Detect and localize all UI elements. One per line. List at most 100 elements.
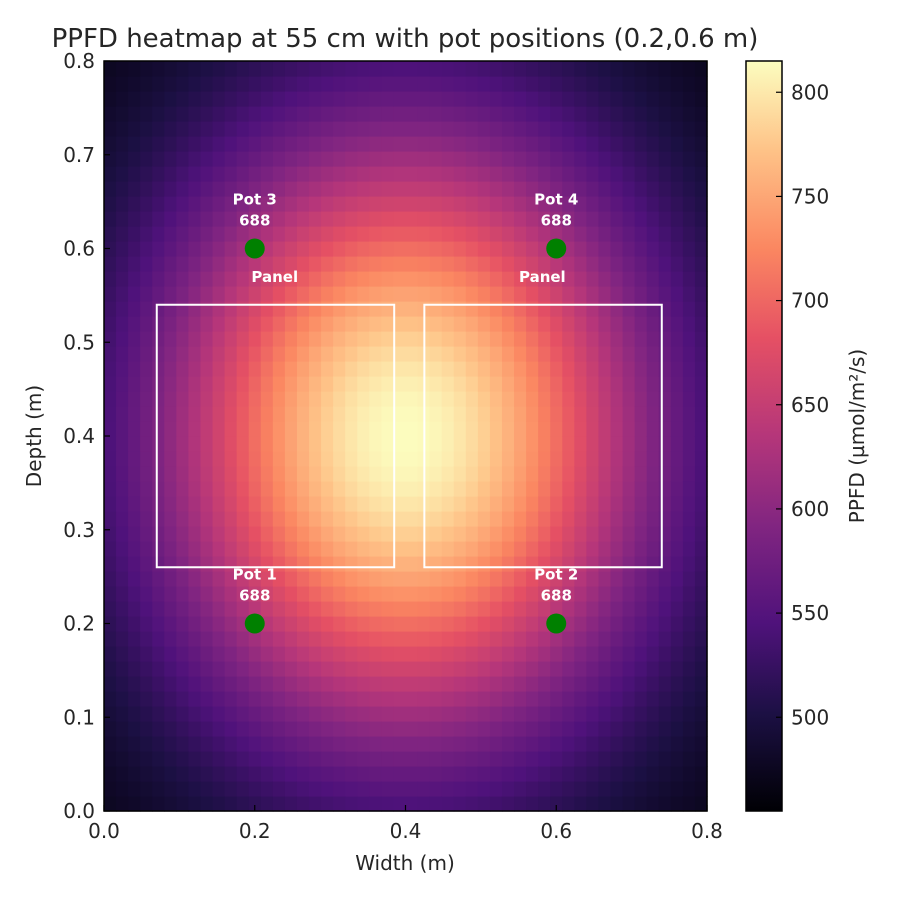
heatmap-cell <box>224 181 238 197</box>
heatmap-cell <box>369 106 382 122</box>
heatmap-cell <box>646 496 660 512</box>
heatmap-cell <box>381 211 395 227</box>
heatmap-cell <box>550 436 563 452</box>
heatmap-cell <box>116 121 129 137</box>
heatmap-cell <box>538 571 551 587</box>
heatmap-cell <box>574 121 587 137</box>
heatmap-cell <box>682 391 696 407</box>
heatmap-cell <box>489 226 503 242</box>
heatmap-cell <box>224 211 238 227</box>
heatmap-cell <box>176 391 190 407</box>
heatmap-cell <box>658 316 672 332</box>
heatmap-cell <box>682 496 696 512</box>
heatmap-cell <box>610 511 624 527</box>
heatmap-cell <box>272 646 286 662</box>
heatmap-cell <box>670 271 684 287</box>
heatmap-cell <box>224 451 238 467</box>
heatmap-cell <box>224 166 238 182</box>
heatmap-cell <box>369 451 382 467</box>
heatmap-cell <box>284 766 298 782</box>
heatmap-cell <box>598 286 612 302</box>
heatmap-cell <box>284 526 298 542</box>
heatmap-cell <box>586 751 600 767</box>
heatmap-cell <box>622 406 636 422</box>
heatmap-cell <box>646 646 660 662</box>
heatmap-cell <box>538 451 551 467</box>
heatmap-cell <box>501 256 515 272</box>
heatmap-cell <box>405 121 419 137</box>
heatmap-cell <box>405 166 419 182</box>
heatmap-cell <box>212 616 226 632</box>
heatmap-cell <box>562 196 575 212</box>
heatmap-cell <box>682 646 696 662</box>
heatmap-cell <box>260 151 274 167</box>
heatmap-cell <box>453 601 467 617</box>
heatmap-cell <box>321 646 334 662</box>
heatmap-cell <box>309 676 322 692</box>
heatmap-cell <box>405 601 419 617</box>
heatmap-cell <box>453 316 467 332</box>
heatmap-cell <box>309 391 322 407</box>
heatmap-cell <box>381 316 395 332</box>
heatmap-cell <box>694 466 708 482</box>
heatmap-cell <box>634 391 648 407</box>
heatmap-cell <box>272 211 286 227</box>
heatmap-cell <box>212 766 226 782</box>
heatmap-cell <box>212 676 226 692</box>
heatmap-cell <box>333 211 346 227</box>
heatmap-cell <box>489 571 503 587</box>
heatmap-cell <box>104 421 117 437</box>
heatmap-cell <box>465 301 479 317</box>
heatmap-cell <box>622 196 636 212</box>
heatmap-cell <box>670 61 684 77</box>
heatmap-cell <box>393 331 407 347</box>
heatmap-cell <box>212 256 226 272</box>
heatmap-cell <box>104 661 117 677</box>
heatmap-cell <box>224 226 238 242</box>
heatmap-cell <box>272 301 286 317</box>
heatmap-cell <box>574 211 587 227</box>
heatmap-cell <box>574 151 587 167</box>
heatmap-cell <box>236 136 250 152</box>
heatmap-cell <box>357 631 370 647</box>
heatmap-cell <box>176 166 190 182</box>
heatmap-cell <box>405 706 419 722</box>
heatmap-cell <box>658 376 672 392</box>
heatmap-cell <box>369 526 382 542</box>
heatmap-cell <box>152 256 165 272</box>
heatmap-cell <box>477 196 491 212</box>
heatmap-cell <box>176 91 190 107</box>
heatmap-cell <box>296 91 310 107</box>
heatmap-cell <box>188 226 202 242</box>
heatmap-cell <box>562 76 575 92</box>
heatmap-cell <box>260 481 274 497</box>
heatmap-cell <box>586 541 600 557</box>
heatmap-cell <box>441 751 455 767</box>
heatmap-cell <box>188 241 202 257</box>
heatmap-cell <box>514 211 527 227</box>
heatmap-cell <box>465 466 479 482</box>
heatmap-cell <box>562 256 575 272</box>
heatmap-cell <box>489 376 503 392</box>
heatmap-cell <box>116 196 129 212</box>
heatmap-cell <box>260 316 274 332</box>
heatmap-cell <box>284 316 298 332</box>
heatmap-cell <box>248 676 262 692</box>
heatmap-cell <box>164 196 177 212</box>
heatmap-cell <box>357 676 370 692</box>
heatmap-cell <box>574 766 587 782</box>
heatmap-cell <box>176 616 190 632</box>
heatmap-cell <box>104 676 117 692</box>
heatmap-cell <box>128 766 141 782</box>
heatmap-cell <box>429 496 443 512</box>
heatmap-cell <box>429 661 443 677</box>
heatmap-cell <box>128 391 141 407</box>
heatmap-cell <box>538 346 551 362</box>
heatmap-cell <box>694 121 708 137</box>
heatmap-cell <box>538 61 551 77</box>
heatmap-cell <box>550 346 563 362</box>
heatmap-cell <box>441 586 455 602</box>
heatmap-cell <box>634 211 648 227</box>
heatmap-cell <box>682 421 696 437</box>
heatmap-cell <box>152 751 165 767</box>
